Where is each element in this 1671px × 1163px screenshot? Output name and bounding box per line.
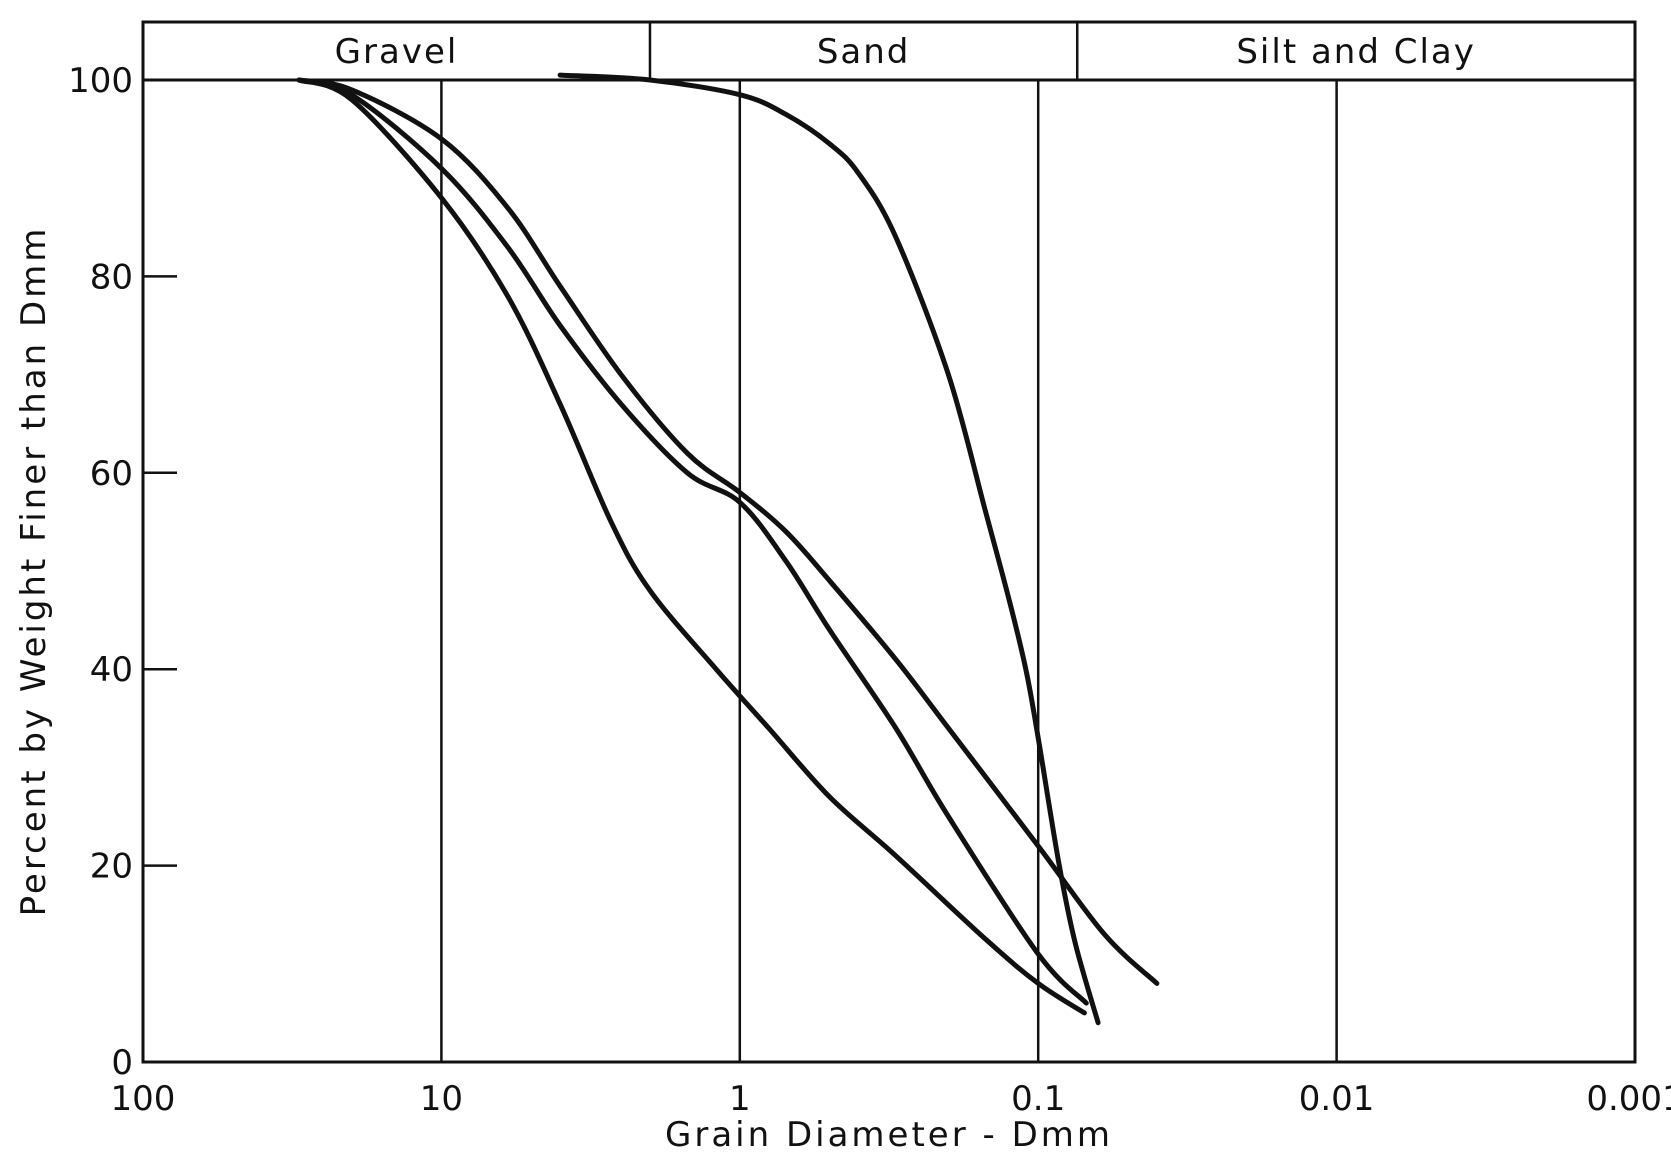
soil-band-label: Sand — [817, 32, 911, 72]
y-tick-label: 80 — [90, 257, 133, 297]
x-tick-label: 100 — [111, 1079, 176, 1119]
y-tick-label: 20 — [90, 847, 133, 887]
x-tick-label: 0.01 — [1299, 1079, 1375, 1119]
gradation-curve-1 — [296, 77, 1087, 1016]
y-tick-label: 100 — [68, 61, 133, 101]
x-tick-label: 0.1 — [1011, 1079, 1065, 1119]
x-tick-label: 1 — [729, 1079, 751, 1119]
gradation-curve-3 — [296, 77, 1160, 986]
y-axis-label: Percent by Weight Finer than Dmm — [14, 226, 54, 917]
gradation-curve-2 — [296, 77, 1089, 1006]
y-tick-label: 60 — [90, 454, 133, 494]
soil-band-label: Silt and Clay — [1236, 32, 1476, 72]
y-axis-ticks: 0 20 40 60 80 100 — [68, 61, 177, 1083]
soil-band-label: Gravel — [335, 32, 459, 72]
y-tick-label: 0 — [111, 1043, 133, 1083]
x-axis-label: Grain Diameter - Dmm — [665, 1115, 1113, 1155]
gradation-curve-4 — [557, 72, 1101, 1026]
plot-frame — [141, 78, 1637, 1064]
soil-class-bands: Gravel Sand Silt and Clay — [141, 20, 1637, 82]
x-tick-label: 0.001 — [1586, 1079, 1671, 1119]
vertical-gridlines — [440, 80, 1338, 1062]
x-axis-ticks: 100 10 1 0.1 0.01 0.001 — [111, 1079, 1671, 1119]
gradation-curves — [296, 72, 1160, 1026]
x-tick-label: 10 — [420, 1079, 463, 1119]
y-tick-label: 40 — [90, 650, 133, 690]
